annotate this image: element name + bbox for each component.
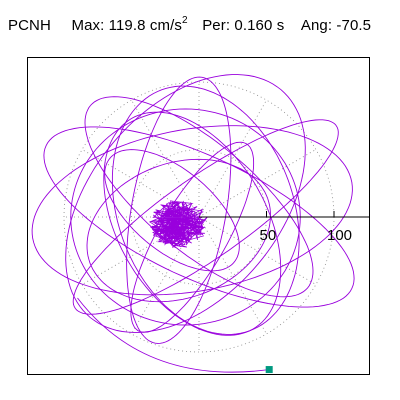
trajectory-tail [77,297,270,373]
end-marker-square [265,366,273,374]
trajectory-trace [31,74,355,373]
grid-spoke-240 [131,216,200,335]
radial-ticks: 50 100 [260,211,352,244]
orbit-11 [130,141,255,333]
orbit-8 [86,158,271,303]
polar-orbit-plot: 50 100 [31,74,369,374]
tick-label-100: 100 [327,227,352,244]
tick-label-50: 50 [260,227,277,244]
max-unit: cm/s2 [149,15,188,35]
grid-spoke-330 [198,216,317,285]
per-value: 0.160 s [234,17,285,34]
ang-value: -70.5 [336,17,372,34]
ang-label: Ang: [300,17,333,34]
max-value: 119.8 [108,17,146,34]
orbit-2 [65,74,306,333]
max-unit-exponent: 2 [181,15,188,26]
orbit-3 [126,76,232,344]
grid-spoke-300 [198,216,267,335]
grid-spoke-120 [131,99,200,218]
orbit-1 [43,126,355,308]
max-label: Max: [71,17,105,34]
orbit-10 [111,85,300,335]
per-label: Per: [202,17,231,34]
plot-frame: 50 100 [27,57,370,375]
orbit-6 [70,108,301,326]
orbit-4 [103,111,282,336]
grid-spoke-210 [81,216,200,285]
end-marker [265,366,273,374]
station-code: PCNH [8,17,51,34]
grid-spoke-30 [198,149,317,218]
orbit-9 [104,149,240,272]
grid-spoke-150 [81,149,200,218]
orbit-5 [72,119,339,315]
chart-title: PCNH Max: 119.8 cm/s2 Per: 0.160 s Ang: … [8,15,372,35]
orbit-7 [84,96,314,298]
grid-spoke-60 [198,99,267,218]
orbit-0 [31,125,353,296]
noise-cluster [148,200,208,249]
